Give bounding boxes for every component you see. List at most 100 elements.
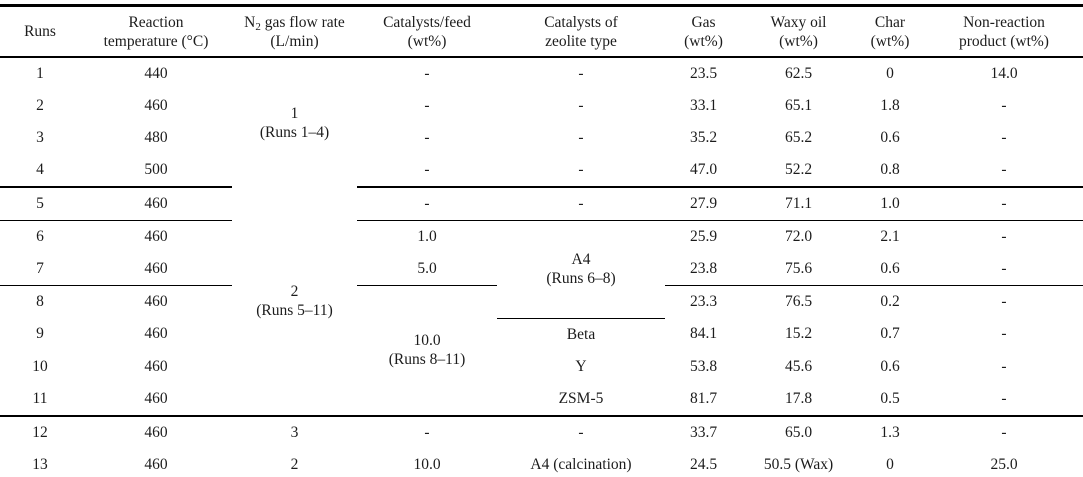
cell-non-reaction: -: [925, 253, 1083, 286]
cell-runs: 9: [36, 325, 44, 343]
cell-runs: 12: [32, 423, 48, 441]
cell-temperature: 460: [80, 253, 232, 286]
cell-waxy-oil: 62.5: [784, 65, 813, 82]
table-row-run-11: 11 460 ZSM-5 81.7 17.8 0.5 -: [0, 382, 1083, 417]
column-header-waxy-oil: Waxy oil (wt%): [742, 5, 855, 58]
cell-temperature: 480: [144, 129, 168, 146]
cell-zeolite-type: A4 (calcination): [530, 455, 632, 473]
cell-char: 0.6: [880, 357, 900, 375]
cell-gas: 23.5: [689, 65, 718, 82]
table-row-run-9: 9 460 Beta 84.1 15.2 0.7 -: [0, 318, 1083, 351]
cell-runs: 2: [36, 97, 44, 114]
cell-runs: 1: [36, 65, 44, 82]
column-header-catalysts-zeolite-type: Catalysts of zeolite type: [497, 5, 665, 58]
table-row-run-1: 1 440 1 (Runs 1–4) - - 23.5 62.5 0 14.0: [0, 57, 1083, 141]
cell-non-reaction: -: [925, 154, 1083, 188]
merged-cell-feed-runs-8-11: 10.0 (Runs 8–11): [357, 285, 497, 417]
cell-catalysts-feed: -: [357, 187, 497, 221]
table-row-run-7: 7 460 5.0 23.8 75.6 0.6 -: [0, 253, 1083, 286]
column-header-runs: Runs: [0, 5, 80, 58]
column-header-catalysts-feed: Catalysts/feed (wt%): [357, 5, 497, 58]
cell-catalysts-feed: -: [424, 65, 430, 82]
cell-char: 1.0: [855, 187, 925, 221]
cell-non-reaction: -: [1001, 293, 1007, 310]
cell-gas: 33.7: [689, 423, 718, 441]
table-row-run-13: 13 460 2 10.0 A4 (calcination) 24.5 50.5…: [0, 449, 1083, 477]
cell-non-reaction: -: [1001, 228, 1007, 245]
cell-catalysts-feed: 1.0: [417, 228, 437, 245]
column-header-char: Char (wt%): [855, 5, 925, 58]
cell-zeolite-type: -: [578, 97, 584, 114]
cell-runs: 11: [0, 382, 80, 417]
cell-gas: 33.1: [689, 97, 718, 114]
cell-char: 0.5: [855, 382, 925, 417]
cell-temperature: 440: [144, 65, 168, 82]
cell-non-reaction: -: [925, 382, 1083, 417]
pyrolysis-results-table: Runs Reaction temperature (°C) N2 gas fl…: [0, 4, 1083, 477]
cell-gas: 25.9: [689, 228, 718, 245]
cell-zeolite-type: Y: [575, 357, 587, 375]
cell-zeolite-type: -: [497, 154, 665, 188]
cell-temperature: 460: [144, 325, 168, 343]
cell-char: 0.6: [880, 129, 900, 146]
cell-temperature: 500: [80, 154, 232, 188]
cell-gas: 47.0: [665, 154, 742, 188]
cell-non-reaction: -: [1001, 423, 1007, 441]
cell-waxy-oil: 76.5: [784, 293, 813, 310]
cell-n2-flow: 3: [290, 423, 299, 441]
cell-waxy-oil: 15.2: [784, 325, 813, 343]
table-row-run-8: 8 460 10.0 (Runs 8–11) 23.3 76.5 0.2 -: [0, 285, 1083, 417]
cell-non-reaction: -: [925, 187, 1083, 221]
cell-waxy-oil: 50.5 (Wax): [763, 455, 834, 473]
cell-zeolite-type: ZSM-5: [497, 382, 665, 417]
cell-non-reaction: -: [1001, 357, 1007, 375]
cell-char: 0.6: [855, 253, 925, 286]
cell-catalysts-feed: -: [424, 129, 430, 146]
n2-label-prefix: N: [244, 13, 256, 31]
cell-temperature: 460: [144, 455, 168, 473]
cell-temperature: 460: [144, 228, 168, 245]
merged-cell-n2-runs-1-4: 1 (Runs 1–4): [259, 104, 330, 141]
merged-cell-n2-runs-5-11: 2 (Runs 5–11): [232, 187, 357, 417]
cell-temperature: 460: [80, 187, 232, 221]
cell-waxy-oil: 65.2: [784, 129, 813, 146]
cell-waxy-oil: 52.2: [742, 154, 855, 188]
cell-zeolite-type: -: [578, 129, 584, 146]
cell-runs: 3: [36, 129, 44, 146]
cell-temperature: 460: [144, 357, 168, 375]
cell-catalysts-feed: -: [424, 97, 430, 114]
cell-gas: 24.5: [689, 455, 718, 473]
cell-runs: 13: [32, 455, 48, 473]
table-row-run-12: 12 460 3 - - 33.7 65.0 1.3 -: [0, 416, 1083, 449]
cell-char: 0.7: [880, 325, 900, 343]
cell-char: 2.1: [880, 228, 900, 245]
cell-zeolite-type: Beta: [566, 325, 596, 343]
cell-gas: 81.7: [665, 382, 742, 417]
cell-non-reaction: 14.0: [990, 65, 1018, 82]
cell-waxy-oil: 72.0: [784, 228, 813, 245]
cell-runs: 10: [32, 357, 48, 375]
cell-char: 1.3: [880, 423, 900, 441]
column-header-gas: Gas (wt%): [665, 5, 742, 58]
cell-waxy-oil: 71.1: [742, 187, 855, 221]
cell-waxy-oil: 17.8: [742, 382, 855, 417]
column-header-non-reaction-product: Non-reaction product (wt%): [925, 5, 1083, 58]
cell-temperature: 460: [144, 423, 168, 441]
n2-subscript: 2: [255, 20, 261, 33]
cell-zeolite-type: -: [578, 423, 584, 441]
merged-cell-zeolite-a4-runs-6-8: A4 (Runs 6–8): [497, 220, 665, 319]
cell-runs: 6: [36, 228, 44, 245]
column-header-reaction-temperature: Reaction temperature (°C): [80, 5, 232, 58]
header-row: Runs Reaction temperature (°C) N2 gas fl…: [0, 5, 1083, 58]
cell-gas: 84.1: [689, 325, 718, 343]
cell-char: 1.8: [880, 97, 900, 114]
cell-temperature: 460: [80, 382, 232, 417]
cell-gas: 23.3: [689, 293, 718, 310]
cell-runs: 8: [36, 293, 44, 310]
table-row-run-4: 4 500 - - 47.0 52.2 0.8 -: [0, 154, 1083, 188]
cell-catalysts-feed: 5.0: [357, 253, 497, 286]
cell-waxy-oil: 65.1: [784, 97, 813, 114]
cell-gas: 23.8: [665, 253, 742, 286]
cell-non-reaction: -: [1001, 97, 1007, 114]
cell-non-reaction: -: [1001, 325, 1007, 343]
